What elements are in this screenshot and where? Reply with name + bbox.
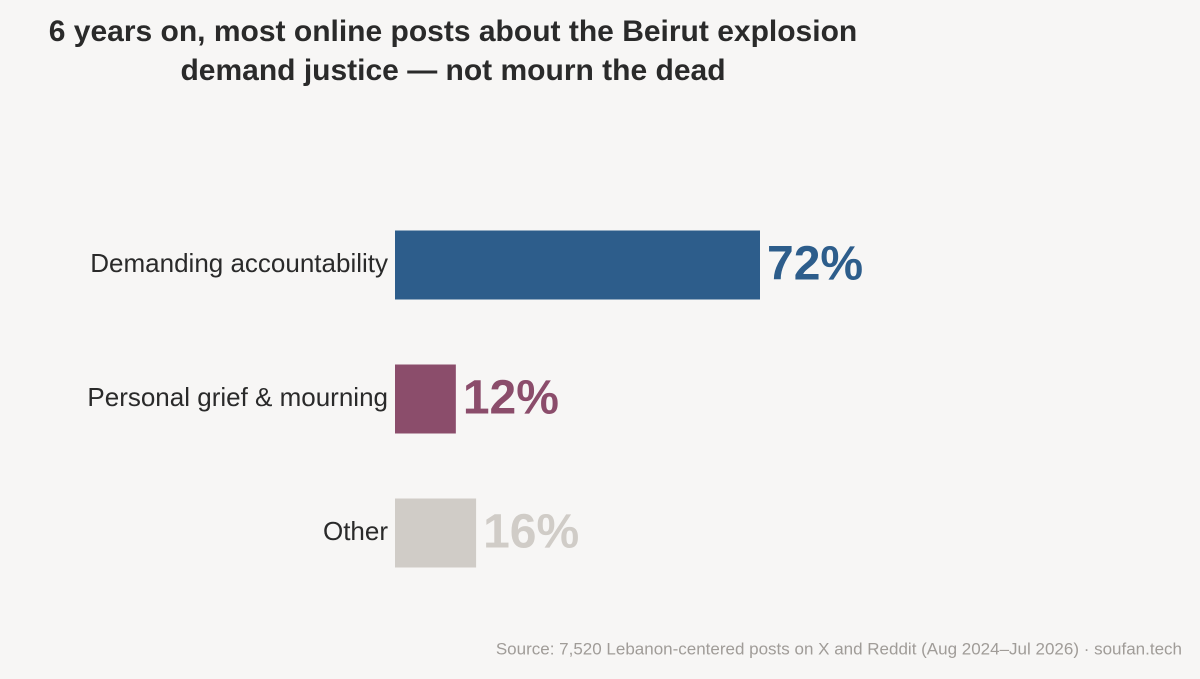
bar xyxy=(395,498,477,568)
category-label: Demanding accountability xyxy=(90,248,388,278)
value-label: 16% xyxy=(483,506,579,559)
chart-title: demand justice — not mourn the dead xyxy=(180,54,725,87)
chart-title: 6 years on, most online posts about the … xyxy=(49,15,857,48)
category-label: Other xyxy=(323,516,388,546)
category-label: Personal grief & mourning xyxy=(87,382,388,412)
bar xyxy=(395,230,760,300)
value-label: 72% xyxy=(767,238,863,291)
source-note: Source: 7,520 Lebanon-centered posts on … xyxy=(496,639,1182,658)
bar xyxy=(395,364,456,434)
value-label: 12% xyxy=(463,372,559,425)
